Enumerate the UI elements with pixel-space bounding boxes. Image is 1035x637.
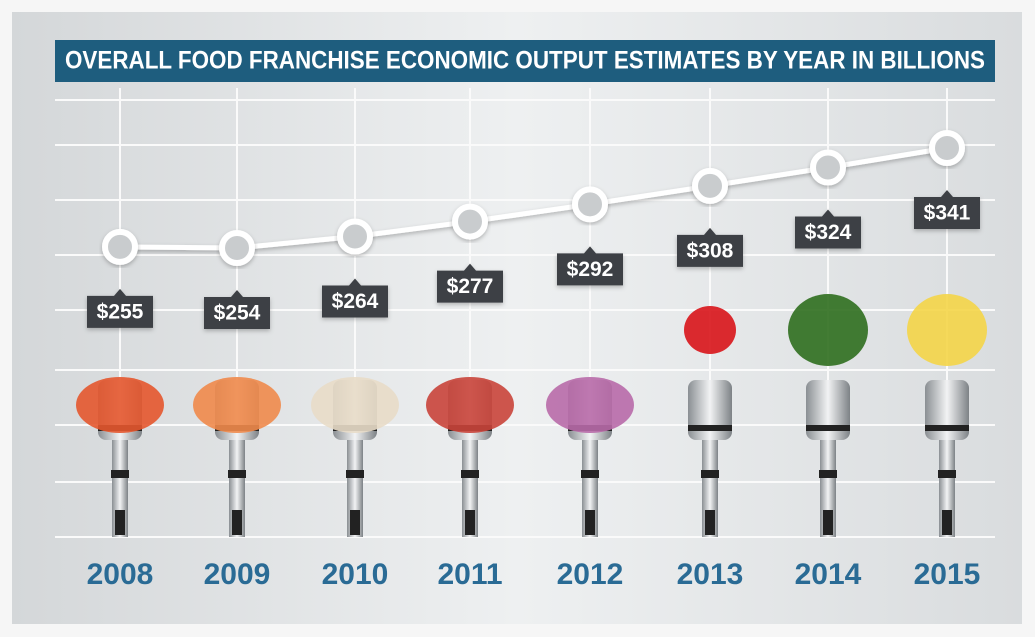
point	[102, 228, 138, 265]
fork	[684, 306, 736, 537]
value-label-box	[437, 263, 503, 303]
fork-band	[232, 510, 242, 535]
x-tick-label: 2010	[322, 558, 389, 591]
value-label: $341	[924, 202, 971, 225]
food	[907, 294, 987, 366]
value-label-box	[322, 278, 388, 318]
x-tick-label: 2015	[914, 558, 981, 591]
fork-band	[581, 470, 599, 478]
fork	[311, 377, 399, 537]
point	[692, 167, 728, 204]
food	[684, 306, 736, 354]
fork-band	[925, 425, 969, 431]
fork-band	[111, 470, 129, 478]
value-label: $308	[687, 239, 734, 262]
line	[119, 145, 948, 251]
fork-band	[350, 510, 360, 535]
x-tick-label: 2011	[437, 558, 502, 591]
x-tick-label: 2013	[677, 558, 744, 591]
food	[76, 377, 164, 433]
value-label: $254	[214, 302, 261, 325]
point	[337, 218, 373, 255]
value-label-box	[914, 190, 980, 229]
x-tick-label: 2014	[795, 558, 862, 591]
food	[546, 377, 634, 433]
title-banner	[55, 40, 995, 82]
value-label-box	[677, 227, 743, 267]
point	[929, 130, 965, 166]
point	[219, 230, 255, 266]
value-label-box	[557, 246, 623, 286]
fork-band	[701, 470, 719, 478]
fork	[426, 377, 514, 537]
fork-band	[465, 510, 475, 535]
x-tick-label: 2012	[557, 558, 624, 591]
fork-band	[823, 510, 833, 535]
value-label: $324	[805, 221, 852, 244]
fork	[788, 294, 868, 537]
food	[311, 377, 399, 433]
fork	[907, 294, 987, 537]
value-label: $264	[332, 290, 379, 313]
point	[452, 203, 488, 240]
fork-band	[346, 470, 364, 478]
food	[788, 294, 868, 366]
fork-band	[705, 510, 715, 535]
point	[572, 186, 608, 223]
fork-band	[819, 470, 837, 478]
x-tick-label: 2008	[87, 558, 154, 591]
value-label: $292	[567, 258, 614, 281]
food	[193, 377, 281, 433]
fork-band	[806, 425, 850, 431]
chart-title: OVERALL FOOD FRANCHISE ECONOMIC OUTPUT E…	[65, 47, 985, 75]
fork-band	[585, 510, 595, 535]
value-label-box	[795, 209, 861, 249]
value-label: $255	[97, 300, 144, 323]
fork	[546, 377, 634, 537]
fork	[76, 377, 164, 537]
value-label: $277	[447, 275, 494, 298]
fork-band	[228, 470, 246, 478]
fork	[193, 377, 281, 537]
point	[810, 149, 846, 186]
x-tick-label: 2009	[204, 558, 271, 591]
value-label-box	[204, 290, 270, 329]
value-label-box	[87, 288, 153, 328]
fork-band	[115, 510, 125, 535]
background	[12, 12, 1022, 624]
fork-band	[461, 470, 479, 478]
food	[426, 377, 514, 433]
fork-band	[938, 470, 956, 478]
fork-band	[942, 510, 952, 535]
fork-band	[688, 425, 732, 431]
